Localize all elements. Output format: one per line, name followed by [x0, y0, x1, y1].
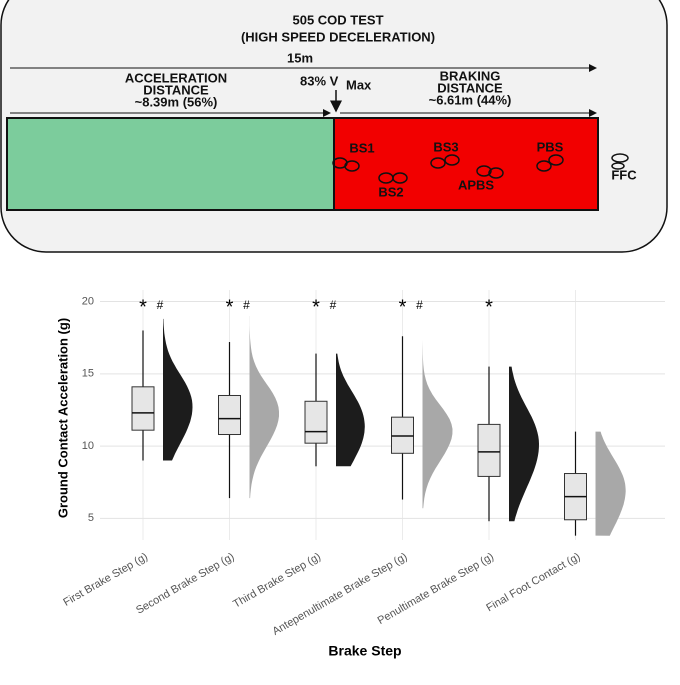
x-tick-label: Third Brake Step (g) — [231, 551, 323, 611]
violin — [163, 318, 193, 461]
accel-label: DISTANCE — [143, 82, 209, 97]
significance-star: * — [399, 296, 407, 318]
x-tick-label: First Brake Step (g) — [61, 551, 150, 609]
violin — [595, 431, 626, 536]
footprints — [332, 153, 629, 184]
distance-label: 15m — [287, 50, 313, 65]
violin — [249, 316, 279, 499]
vmax-sub: Max — [346, 77, 372, 92]
box — [304, 400, 328, 444]
accel-label: ~8.39m (56%) — [135, 94, 218, 109]
diagram-title: (HIGH SPEED DECELERATION) — [241, 29, 435, 44]
step-label: BS3 — [433, 139, 458, 154]
violin — [509, 366, 539, 522]
vmax-label: 83% V — [300, 73, 339, 88]
brake-label: DISTANCE — [437, 80, 503, 95]
diagram-title: 505 COD TEST — [292, 12, 383, 27]
y-tick-label: 15 — [82, 368, 94, 380]
significance-hash: # — [243, 298, 250, 312]
brake-label: ~6.61m (44%) — [429, 92, 512, 107]
x-axis-label: Brake Step — [328, 643, 401, 659]
brake-label: BRAKING — [440, 68, 501, 83]
box — [477, 423, 501, 477]
box — [218, 394, 241, 436]
diagram: 505 COD TEST (HIGH SPEED DECELERATION) 1… — [0, 0, 668, 253]
step-label: BS2 — [378, 184, 403, 199]
significance-hash: # — [157, 298, 164, 312]
accel-label: ACCELERATION — [125, 70, 227, 85]
acceleration-zone — [6, 117, 335, 211]
box — [131, 386, 155, 431]
significance-hash: # — [330, 298, 337, 312]
y-tick-label: 10 — [82, 440, 94, 452]
y-tick-label: 5 — [88, 512, 94, 524]
step-label: BS1 — [349, 140, 374, 155]
significance-star: * — [226, 296, 234, 318]
y-tick-label: 20 — [82, 295, 94, 307]
step-label: PBS — [537, 139, 564, 154]
violin — [422, 310, 453, 509]
braking-zone — [333, 117, 599, 211]
x-tick-label: Antepenultimate Brake Step (g) — [271, 551, 410, 638]
violin — [336, 353, 365, 467]
significance-hash: # — [416, 298, 423, 312]
significance-star: * — [139, 296, 147, 318]
chart: Ground Contact Acceleration (g) Brake St… — [55, 290, 665, 659]
y-axis-label: Ground Contact Acceleration (g) — [55, 318, 70, 518]
x-tick-label: Final Foot Contact (g) — [484, 551, 582, 615]
step-label: APBS — [458, 177, 494, 192]
significance-star: * — [485, 296, 493, 318]
significance-star: * — [312, 296, 320, 318]
step-label: FFC — [611, 167, 637, 182]
